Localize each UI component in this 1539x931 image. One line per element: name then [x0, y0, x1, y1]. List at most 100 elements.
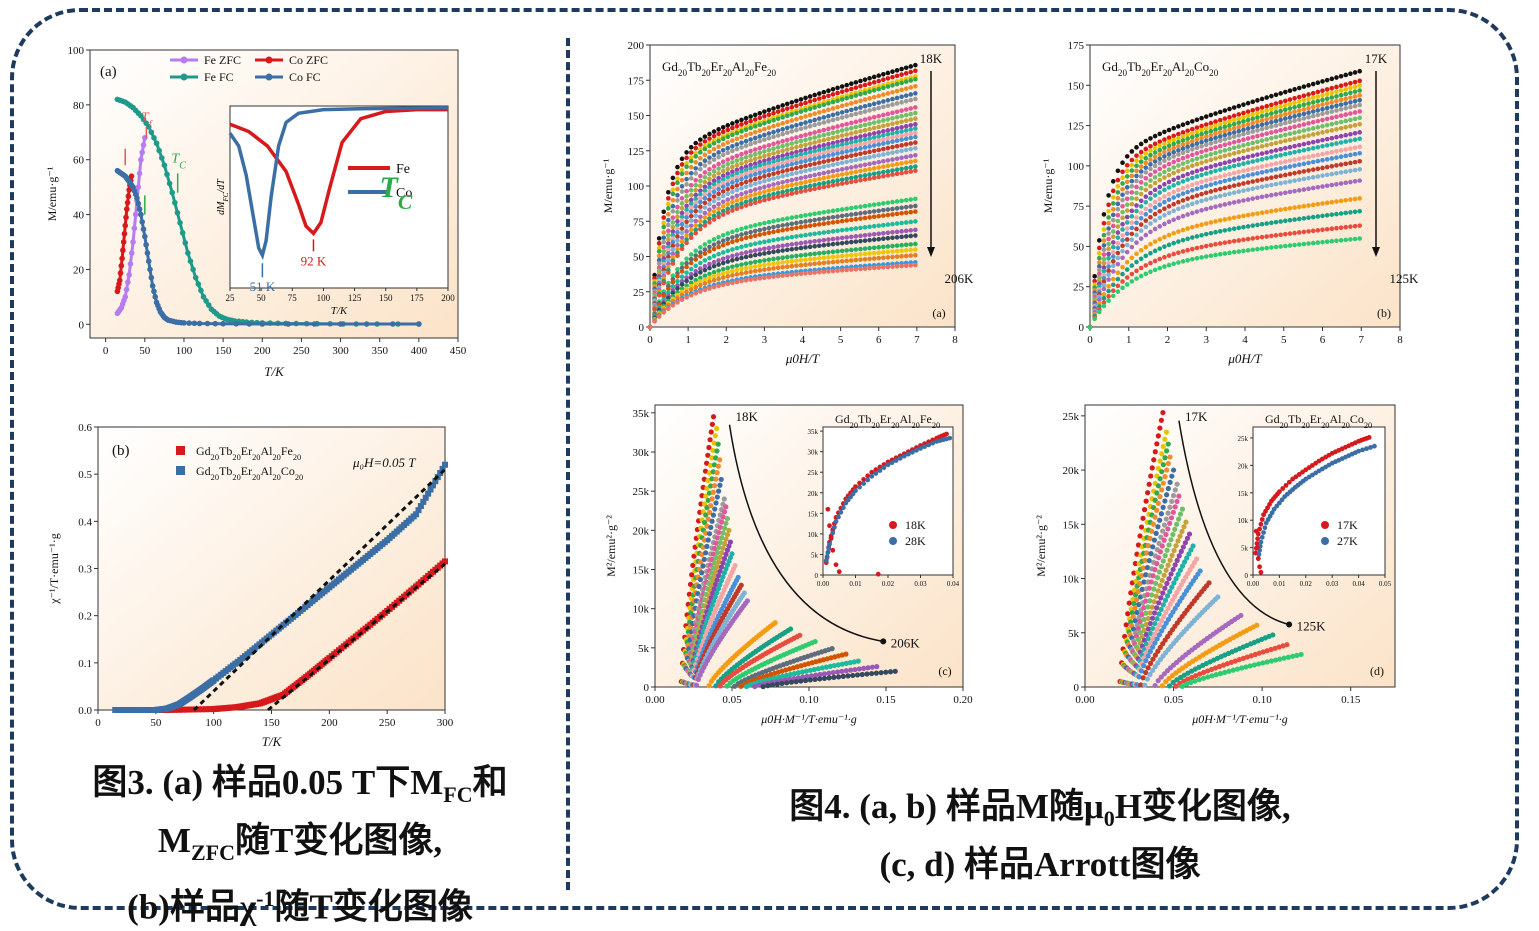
data-point	[835, 129, 840, 134]
data-point	[835, 98, 840, 103]
data-point	[803, 159, 808, 164]
data-point	[886, 136, 891, 141]
data-point	[1125, 250, 1130, 255]
data-point	[831, 130, 836, 135]
data-point	[1154, 594, 1159, 599]
data-point	[881, 72, 886, 77]
data-point	[1176, 200, 1181, 205]
data-point	[1144, 151, 1149, 156]
data-point	[1130, 174, 1135, 179]
data-point	[1152, 515, 1157, 520]
data-point	[831, 255, 836, 260]
data-point	[1130, 163, 1135, 168]
data-point	[675, 176, 680, 181]
inset-data-point	[841, 505, 846, 510]
data-point	[1334, 171, 1339, 176]
data-point	[716, 268, 721, 273]
data-point	[703, 258, 708, 263]
data-point	[1264, 143, 1269, 148]
data-point	[1204, 143, 1209, 148]
data-point	[1260, 127, 1265, 132]
x-tick-label: 400	[411, 345, 428, 357]
data-point	[657, 314, 662, 319]
data-point	[1311, 167, 1316, 172]
data-point	[716, 252, 721, 257]
data-point	[1264, 184, 1269, 189]
inset-x-tick-label: 0.04	[947, 580, 960, 588]
data-point	[881, 124, 886, 129]
data-point	[1339, 93, 1344, 98]
legend-label: Fe FC	[204, 70, 234, 84]
data-point	[794, 166, 799, 171]
data-point	[799, 115, 804, 120]
data-point	[1176, 216, 1181, 221]
data-point	[890, 236, 895, 241]
data-point	[1218, 134, 1223, 139]
data-point	[735, 272, 740, 277]
data-point	[1227, 240, 1232, 245]
data-point	[771, 130, 776, 135]
data-point	[1097, 256, 1102, 261]
data-point	[1302, 112, 1307, 117]
data-point	[762, 137, 767, 142]
data-point	[780, 193, 785, 198]
data-point	[812, 173, 817, 178]
data-point	[863, 225, 868, 230]
data-point	[1204, 244, 1209, 249]
inset-data-point	[886, 462, 891, 467]
data-point	[721, 159, 726, 164]
data-point	[904, 79, 909, 84]
data-point	[143, 242, 149, 248]
data-point	[698, 150, 703, 155]
data-point	[886, 117, 891, 122]
data-point	[1185, 190, 1190, 195]
data-point	[703, 288, 708, 293]
data-point	[1264, 104, 1269, 109]
data-point	[1213, 131, 1218, 136]
y-tick-label: 0.6	[78, 422, 92, 434]
data-point	[1209, 189, 1214, 194]
data-point	[854, 85, 859, 90]
data-point	[844, 160, 849, 165]
data-point	[1106, 264, 1111, 269]
data-point	[725, 140, 730, 145]
data-point	[1185, 184, 1190, 189]
data-point	[822, 138, 827, 143]
data-point	[1204, 148, 1209, 153]
data-point	[1139, 142, 1144, 147]
data-point	[904, 107, 909, 112]
data-point	[858, 163, 863, 168]
data-point	[844, 227, 849, 232]
data-point	[1283, 127, 1288, 132]
data-point	[1316, 214, 1321, 219]
data-point	[1204, 126, 1209, 131]
data-point	[1320, 98, 1325, 103]
data-point	[712, 483, 717, 488]
data-point	[744, 266, 749, 271]
data-point	[684, 171, 689, 176]
data-point	[1171, 165, 1176, 170]
data-point	[863, 145, 868, 150]
data-point	[725, 182, 730, 187]
data-point	[390, 321, 396, 327]
data-point	[1227, 119, 1232, 124]
data-point	[876, 214, 881, 219]
data-point	[753, 117, 758, 122]
data-point	[735, 206, 740, 211]
data-point	[913, 68, 918, 73]
y-tick-label: 150	[1068, 80, 1085, 92]
data-point	[1164, 467, 1169, 472]
data-point	[712, 247, 717, 252]
data-point	[895, 144, 900, 149]
data-point	[711, 513, 716, 518]
data-point	[693, 171, 698, 176]
y-tick-label: 10k	[1063, 574, 1080, 586]
panel-label: (b)	[1377, 306, 1391, 320]
data-point	[803, 180, 808, 185]
data-point	[133, 212, 139, 218]
legend-marker	[176, 446, 185, 455]
data-point	[730, 230, 735, 235]
data-point	[1269, 136, 1274, 141]
data-point	[1306, 215, 1311, 220]
